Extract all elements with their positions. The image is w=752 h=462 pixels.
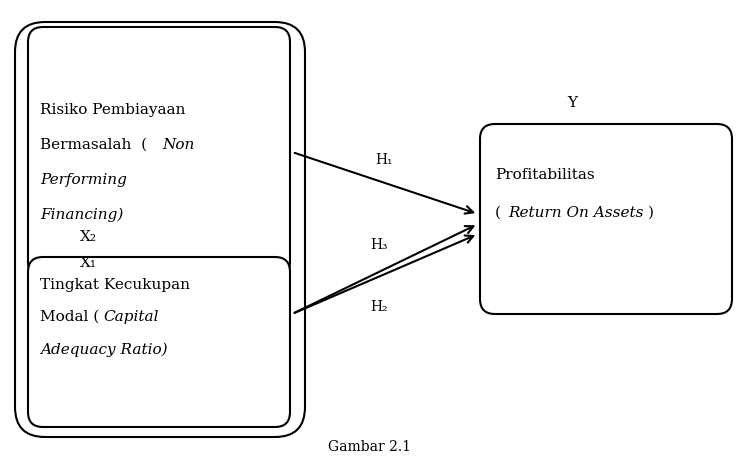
- Text: H₃: H₃: [370, 238, 387, 252]
- Text: Y: Y: [567, 96, 577, 110]
- Text: Modal (: Modal (: [40, 310, 99, 324]
- FancyBboxPatch shape: [480, 124, 732, 314]
- FancyBboxPatch shape: [28, 27, 290, 277]
- Text: Performing: Performing: [40, 173, 127, 187]
- Text: Profitabilitas: Profitabilitas: [495, 168, 595, 182]
- Text: ): ): [648, 206, 654, 220]
- Text: H₁: H₁: [375, 153, 393, 167]
- Text: Return On Assets: Return On Assets: [508, 206, 644, 220]
- Text: Non: Non: [162, 138, 194, 152]
- Text: H₂: H₂: [370, 300, 387, 314]
- Text: Gambar 2.1: Gambar 2.1: [329, 440, 411, 454]
- Text: Bermasalah  (: Bermasalah (: [40, 138, 147, 152]
- Text: Adequacy Ratio): Adequacy Ratio): [40, 343, 168, 357]
- Text: (: (: [495, 206, 501, 220]
- Text: X₁: X₁: [80, 256, 97, 270]
- FancyBboxPatch shape: [15, 22, 305, 437]
- Text: X₂: X₂: [80, 230, 97, 244]
- Text: Capital: Capital: [103, 310, 159, 324]
- Text: Tingkat Kecukupan: Tingkat Kecukupan: [40, 278, 190, 292]
- Text: Risiko Pembiayaan: Risiko Pembiayaan: [40, 103, 186, 117]
- FancyBboxPatch shape: [28, 257, 290, 427]
- Text: Financing): Financing): [40, 207, 123, 222]
